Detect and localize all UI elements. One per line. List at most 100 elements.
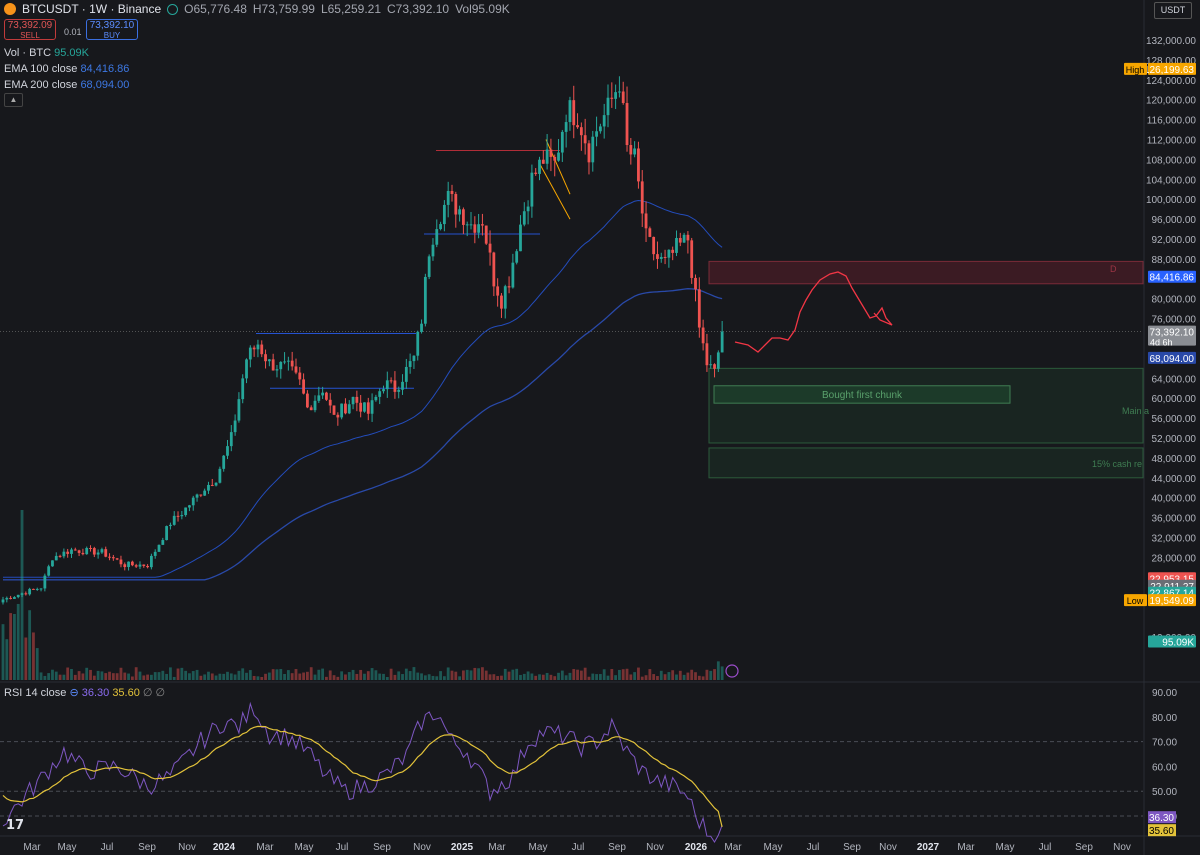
price-label-text: 19,549.09 (1150, 596, 1195, 607)
candle-body (435, 229, 439, 245)
volume-bar (496, 676, 500, 680)
volume-bar (309, 667, 313, 680)
price-label-text: 73,392.10 (1150, 328, 1195, 339)
volume-bar (716, 661, 720, 680)
candle-body (507, 286, 511, 288)
time-axis-label: 2027 (917, 842, 940, 853)
tradingview-logo-icon: 17 (6, 818, 25, 833)
sell-button[interactable]: 73,392.09 SELL (4, 19, 56, 40)
collapse-indicators-icon[interactable]: ▲ (4, 93, 23, 107)
candle-body (484, 225, 488, 244)
volume-bar (180, 667, 184, 680)
volume-indicator-label: Vol · BTC (4, 47, 52, 59)
price-label-text: 126,199.63 (1144, 65, 1194, 76)
candle-body (355, 396, 359, 403)
price-label-tag: Low (1127, 596, 1144, 606)
time-axis-label: Mar (957, 842, 975, 853)
candle-body (458, 209, 461, 215)
ohlc-volume: Vol95.09K (455, 2, 510, 16)
volume-bar (184, 670, 188, 680)
candle-body (439, 224, 442, 230)
rsi-tick-label: 80.00 (1152, 713, 1177, 724)
volume-bar (347, 672, 351, 680)
volume-bar (1, 624, 5, 680)
volume-bar (35, 648, 39, 680)
price-label-bg (1148, 594, 1196, 607)
time-axis-label: 2024 (213, 842, 236, 853)
candle-body (675, 237, 678, 253)
time-axis-label: 2026 (685, 842, 708, 853)
price-label-bg (1148, 351, 1196, 364)
candle-body (583, 135, 587, 144)
volume-bar (16, 603, 20, 680)
price-tick-label: 104,000.00 (1146, 175, 1196, 186)
candle-body (157, 544, 161, 552)
candle-body (420, 323, 423, 332)
volume-bar (378, 673, 382, 680)
volume-bar (134, 667, 138, 680)
volume-indicator[interactable]: Vol · BTC 95.09K (4, 47, 89, 59)
volume-bar (256, 676, 260, 680)
ema100-indicator[interactable]: EMA 100 close 84,416.86 (4, 63, 129, 75)
volume-bar (363, 673, 366, 680)
candle-body (690, 240, 694, 278)
candle-body (716, 352, 720, 369)
volume-bar (73, 674, 77, 680)
candle-body (233, 420, 237, 433)
candle-body (146, 565, 149, 568)
candle-body (73, 549, 77, 551)
time-axis-label: May (295, 842, 314, 853)
buy-button[interactable]: 73,392.10 BUY (86, 19, 138, 40)
candle-body (149, 555, 153, 568)
candle-body (423, 276, 427, 324)
time-axis-label: Sep (608, 842, 626, 853)
candle-body (89, 547, 92, 549)
volume-bar (545, 672, 549, 680)
ema200-indicator[interactable]: EMA 200 close 68,094.00 (4, 79, 129, 91)
candle-body (344, 403, 347, 414)
symbol-title[interactable]: BTCUSDT · 1W · Binance (22, 2, 162, 16)
candle-body (207, 484, 210, 491)
candle-body (176, 515, 180, 517)
volume-bar (366, 671, 370, 680)
candle-body (100, 549, 104, 553)
candle-body (598, 126, 602, 132)
resistance-zone (708, 260, 1144, 285)
volume-bar (245, 672, 248, 680)
rsi-header[interactable]: RSI 14 close ⊖ 36.30 35.60 ∅ ∅ (4, 686, 165, 699)
volume-bar (207, 671, 210, 680)
candle-body (568, 100, 572, 123)
candle-body (454, 194, 458, 215)
volume-bar (503, 668, 507, 680)
volume-bar (355, 673, 359, 680)
candle-body (488, 243, 492, 253)
candle-body (58, 555, 62, 557)
candle-body (283, 361, 286, 363)
volume-bar (423, 675, 427, 680)
spread-value: 0.01 (64, 27, 82, 37)
volume-bar (427, 674, 431, 680)
volume-bar (675, 674, 678, 680)
volume-bar (306, 671, 309, 680)
rsi-label: RSI 14 close (4, 687, 67, 699)
ohlc-open: O65,776.48 (184, 2, 247, 16)
time-axis-label: Mar (488, 842, 506, 853)
price-tick-label: 32,000.00 (1152, 534, 1197, 545)
candle-body (203, 490, 207, 496)
candle-body (325, 392, 328, 400)
candle-body (66, 551, 70, 554)
candle-body (336, 414, 340, 418)
volume-bar (325, 676, 328, 680)
annotation-resistance: D (1110, 264, 1117, 274)
volume-bar (237, 670, 241, 680)
rsi-source-icon: ⊖ (69, 687, 79, 699)
volume-bar (659, 670, 663, 680)
time-axis-label: Jul (572, 842, 585, 853)
candle-body (397, 389, 401, 392)
ema100-label: EMA 100 close (4, 63, 78, 75)
candle-body (614, 92, 618, 99)
currency-selector[interactable]: USDT (1154, 2, 1192, 19)
volume-bar (210, 673, 214, 680)
volume-bar (43, 675, 47, 680)
